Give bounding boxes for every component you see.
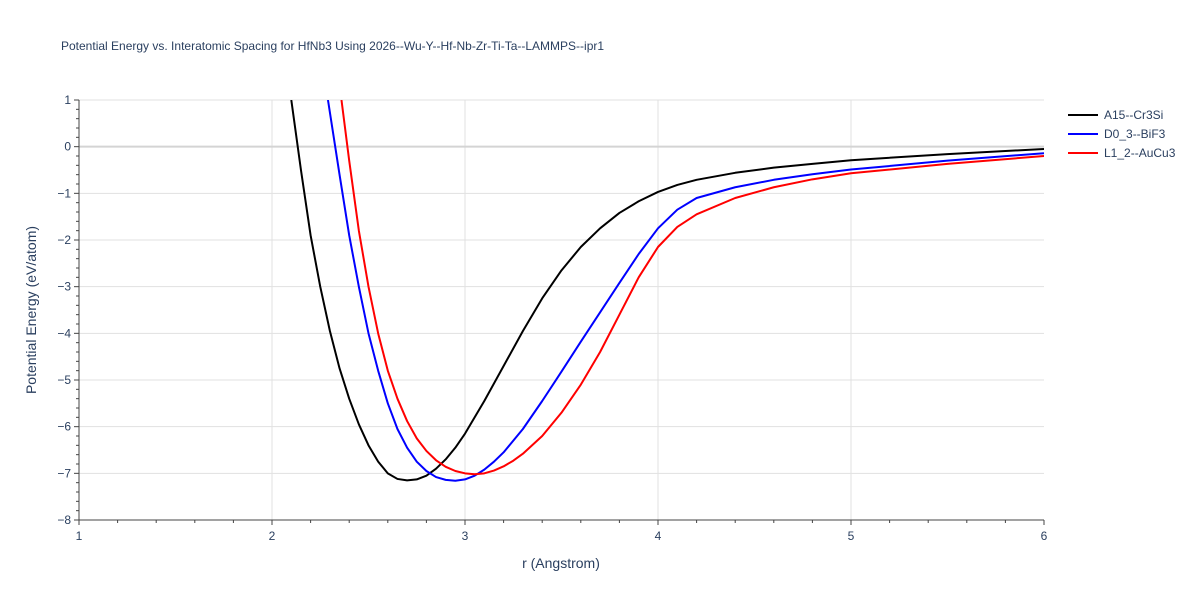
y-tick-label: −4 bbox=[57, 326, 71, 340]
y-tick-label: 0 bbox=[64, 140, 71, 154]
y-tick-label: −7 bbox=[57, 466, 71, 480]
y-tick-label: −5 bbox=[57, 373, 71, 387]
y-tick-label: −2 bbox=[57, 233, 71, 247]
legend-label: A15--Cr3Si bbox=[1104, 108, 1163, 122]
x-axis-title: r (Angstrom) bbox=[522, 555, 600, 571]
chart-title: Potential Energy vs. Interatomic Spacing… bbox=[61, 39, 604, 53]
y-tick-label: −3 bbox=[57, 280, 71, 294]
series-line-1 bbox=[326, 100, 1044, 482]
legend-label: L1_2--AuCu3 bbox=[1104, 146, 1176, 160]
plot-area bbox=[290, 100, 1044, 482]
y-tick-label: −1 bbox=[57, 186, 71, 200]
y-tick-label: −6 bbox=[57, 420, 71, 434]
x-tick-label: 3 bbox=[462, 529, 469, 543]
y-tick-label: 1 bbox=[64, 93, 71, 107]
x-tick-label: 6 bbox=[1041, 529, 1048, 543]
axes-layer: 1 2 3 4 5 6 1 0 −1 −2 −3 −4 −5 −6 −7 −8 bbox=[57, 93, 1047, 543]
y-axis-title: Potential Energy (eV/atom) bbox=[23, 226, 39, 394]
x-tick-label: 5 bbox=[848, 529, 855, 543]
series-line-0 bbox=[290, 100, 1044, 482]
series-line-2 bbox=[340, 100, 1044, 476]
x-tick-label: 1 bbox=[76, 529, 83, 543]
x-tick-label: 4 bbox=[655, 529, 662, 543]
legend-label: D0_3--BiF3 bbox=[1104, 127, 1166, 141]
legend: A15--Cr3Si D0_3--BiF3 L1_2--AuCu3 bbox=[1068, 108, 1176, 160]
x-tick-label: 2 bbox=[269, 529, 276, 543]
y-tick-label: −8 bbox=[57, 513, 71, 527]
